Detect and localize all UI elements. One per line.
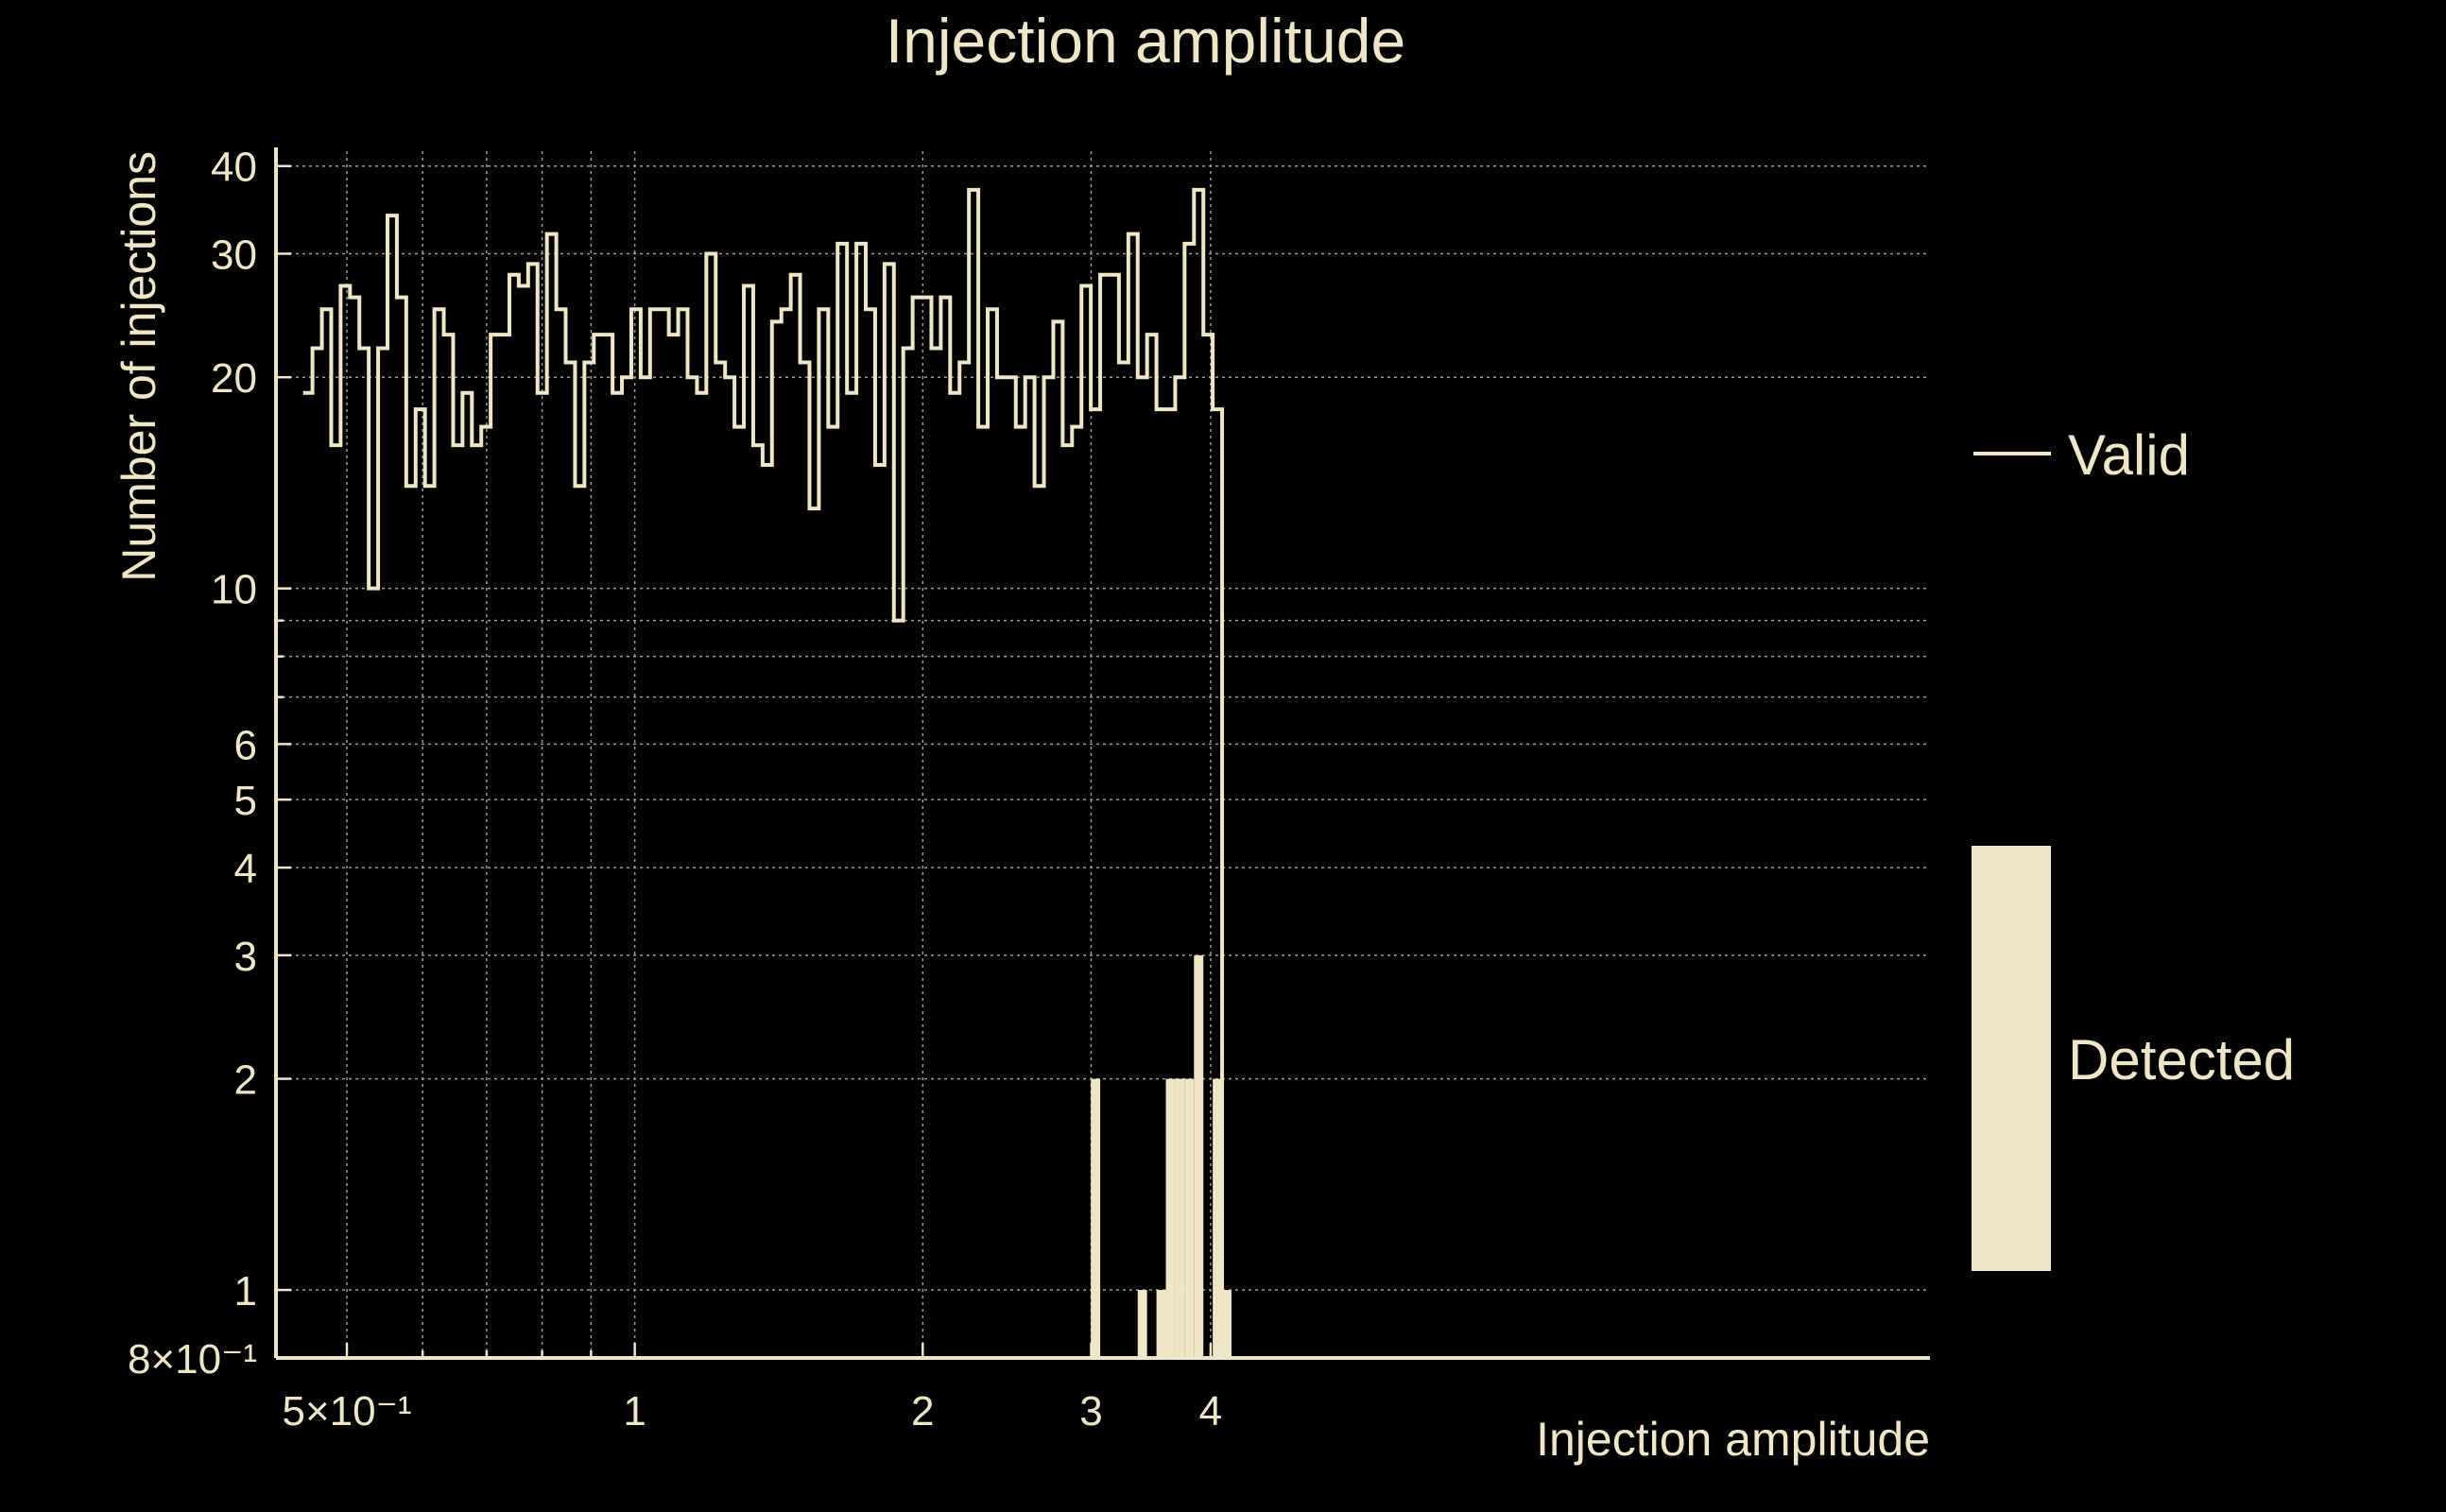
y-tick-label: 8×10⁻¹	[128, 1336, 257, 1383]
x-tick-label: 1	[623, 1388, 646, 1435]
grid-lines	[276, 151, 1930, 1358]
x-tick-label: 5×10⁻¹	[283, 1388, 412, 1435]
detected-bar	[1213, 1078, 1223, 1358]
y-tick-label: 20	[211, 355, 257, 402]
legend-valid-label: Valid	[2068, 423, 2190, 487]
y-tick-label: 5	[234, 778, 257, 824]
y-tick-label: 1	[234, 1268, 257, 1314]
x-tick-label: 4	[1199, 1388, 1222, 1435]
y-tick-label: 10	[211, 567, 257, 613]
x-tick-label: 2	[911, 1388, 934, 1435]
detected-bar	[1165, 1078, 1176, 1358]
detected-bar	[1175, 1078, 1185, 1358]
detected-bar	[1194, 954, 1204, 1358]
y-tick-label: 6	[234, 722, 257, 768]
valid-series	[302, 187, 1250, 1360]
tick-labels: 8×10⁻¹ 1 2 3 4 5 6 10 20 30 40 5×10⁻¹ 1 2 3 4	[128, 145, 1222, 1435]
y-tick-label: 30	[211, 232, 257, 278]
detected-bar	[1222, 1290, 1232, 1358]
axes	[274, 147, 1930, 1360]
detected-bar	[1137, 1290, 1147, 1358]
legend-detected-label: Detected	[2068, 1028, 2295, 1091]
y-tick-label: 40	[211, 145, 257, 191]
valid-step-line	[302, 187, 1250, 1360]
y-axis-label: Number of injections	[112, 151, 165, 582]
x-tick-label: 3	[1079, 1388, 1102, 1435]
legend: Valid Detected	[1972, 423, 2295, 1271]
chart-title: Injection amplitude	[886, 6, 1405, 76]
y-tick-label: 3	[234, 934, 257, 980]
detected-series	[1091, 954, 1232, 1358]
y-tick-label: 4	[234, 846, 257, 892]
y-tick-label: 2	[234, 1057, 257, 1104]
legend-detected-swatch	[1972, 846, 2051, 1271]
detected-bar	[1156, 1290, 1166, 1358]
x-axis-label: Injection amplitude	[1536, 1413, 1930, 1466]
detected-bar	[1184, 1078, 1195, 1358]
detected-bar	[1091, 1078, 1101, 1358]
